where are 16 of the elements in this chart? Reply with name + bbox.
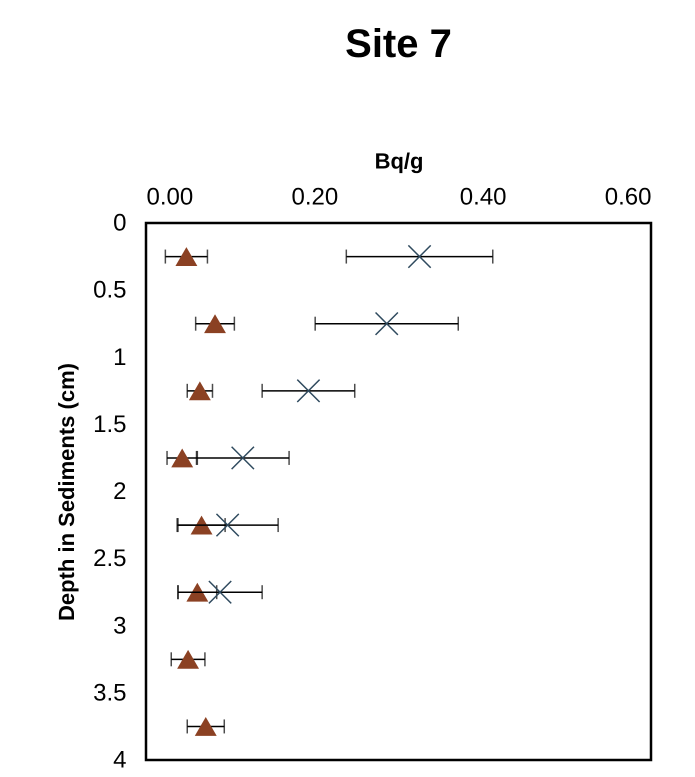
y-tick-label: 0 bbox=[113, 210, 126, 236]
y-tick-label: 4 bbox=[113, 746, 126, 774]
x-tick-label: 0.20 bbox=[291, 184, 338, 210]
x-tick-label: 0.40 bbox=[460, 184, 507, 210]
y-tick-label: 1.5 bbox=[93, 410, 126, 438]
y-tick-label: 2 bbox=[113, 478, 126, 505]
y-tick-label: 3 bbox=[113, 612, 126, 640]
x-axis-title: Bq/g bbox=[374, 148, 424, 174]
y-tick-label: 1 bbox=[113, 344, 126, 371]
x-tick-label: 0.60 bbox=[604, 184, 652, 210]
y-tick-label: 3.5 bbox=[93, 679, 126, 706]
x-tick-label: 0.00 bbox=[146, 184, 194, 210]
chart-title: Site 7 bbox=[345, 22, 452, 66]
y-axis-title: Depth in Sediments (cm) bbox=[54, 363, 80, 621]
y-tick-label: 0.5 bbox=[93, 276, 126, 304]
y-tick-label: 2.5 bbox=[93, 545, 126, 572]
